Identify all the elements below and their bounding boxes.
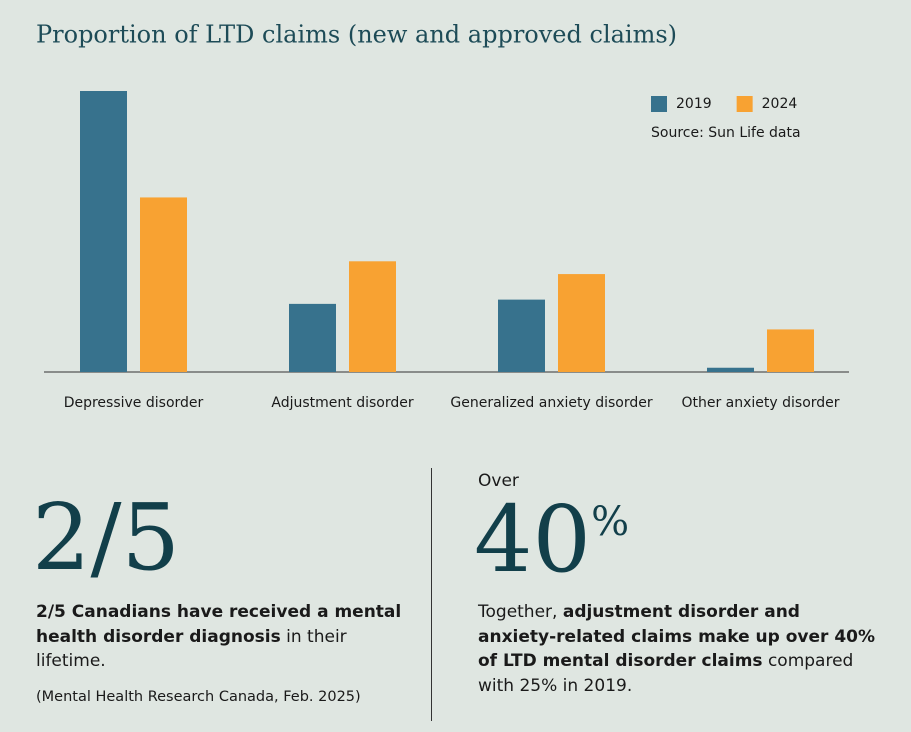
bar	[767, 329, 814, 372]
divider	[431, 468, 432, 721]
legend-label: 2019	[676, 96, 712, 112]
text-run: adjustment disorder and anxiety-related …	[478, 602, 876, 671]
text-run: 2/5 Canadians have received a mental hea…	[36, 602, 402, 647]
stat-left-text: 2/5 Canadians have received a mental hea…	[36, 600, 416, 674]
x-tick-label: Adjustment disorder	[271, 395, 413, 411]
stat-right-number: 40	[474, 486, 592, 593]
x-tick-label: Depressive disorder	[64, 395, 204, 411]
source: Source: Sun Life data	[651, 125, 801, 141]
chart-title: Proportion of LTD claims (new and approv…	[36, 21, 677, 49]
citation: (Mental Health Research Canada, Feb. 202…	[36, 689, 361, 705]
bar	[289, 303, 336, 372]
bar	[707, 367, 754, 372]
text-run: in their lifetime.	[36, 626, 347, 672]
bar	[140, 197, 187, 372]
stat-right-unit: %	[591, 499, 630, 545]
x-tick-label: Generalized anxiety disorder	[450, 395, 652, 411]
bar	[349, 261, 396, 372]
stat-prefix: Over	[478, 471, 519, 491]
text-run: Together,	[478, 602, 563, 622]
stat-right-text: Together, adjustment disorder and anxiet…	[478, 600, 878, 698]
x-tick-label: Other anxiety disorder	[681, 395, 839, 411]
bar	[498, 299, 545, 372]
legend-swatch	[736, 96, 753, 112]
bar	[80, 91, 127, 372]
stat-left: 2/5	[32, 484, 181, 591]
bar	[558, 274, 605, 372]
chart: Proportion of LTD claims (new and approv…	[36, 21, 849, 411]
legend-label: 2024	[762, 96, 798, 112]
text-run: compared with 25% in 2019.	[478, 651, 854, 696]
legend-swatch	[651, 96, 667, 112]
stat-right: 40%	[474, 494, 629, 586]
